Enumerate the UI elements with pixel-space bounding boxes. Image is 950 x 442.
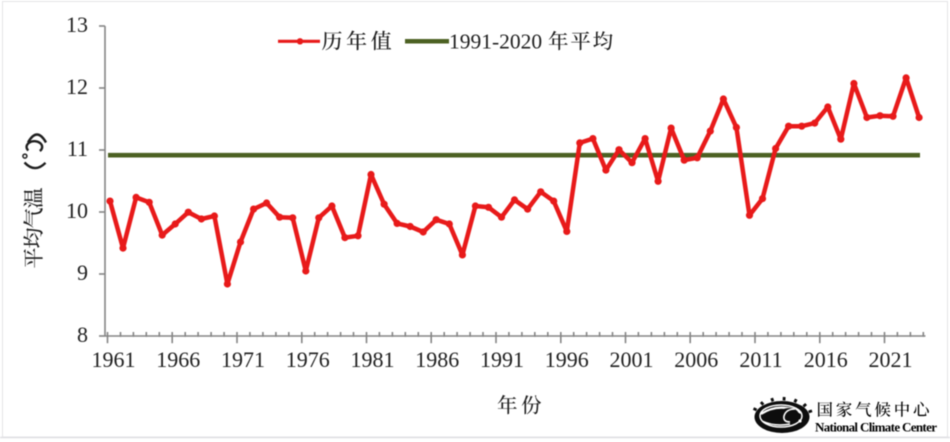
svg-text:2001: 2001 xyxy=(610,347,654,372)
svg-text:1991: 1991 xyxy=(480,347,524,372)
svg-text:8: 8 xyxy=(77,322,88,347)
svg-text:1986: 1986 xyxy=(415,347,459,372)
svg-text:9: 9 xyxy=(77,260,88,285)
svg-text:12: 12 xyxy=(66,74,88,99)
svg-text:1966: 1966 xyxy=(156,347,200,372)
svg-text:1961: 1961 xyxy=(92,347,136,372)
svg-text:1981: 1981 xyxy=(351,347,395,372)
svg-text:1996: 1996 xyxy=(545,347,589,372)
svg-text:1991-2020: 1991-2020 xyxy=(449,30,542,54)
svg-text:2011: 2011 xyxy=(739,347,782,372)
svg-text:13: 13 xyxy=(66,12,88,37)
svg-text:2021: 2021 xyxy=(869,347,913,372)
svg-text:1976: 1976 xyxy=(286,347,330,372)
svg-text:2006: 2006 xyxy=(674,347,718,372)
svg-text:10: 10 xyxy=(66,198,88,223)
svg-text:11: 11 xyxy=(67,136,88,161)
svg-text:National Climate Center: National Climate Center xyxy=(815,420,937,435)
svg-text:1971: 1971 xyxy=(221,347,265,372)
svg-text:2016: 2016 xyxy=(804,347,848,372)
